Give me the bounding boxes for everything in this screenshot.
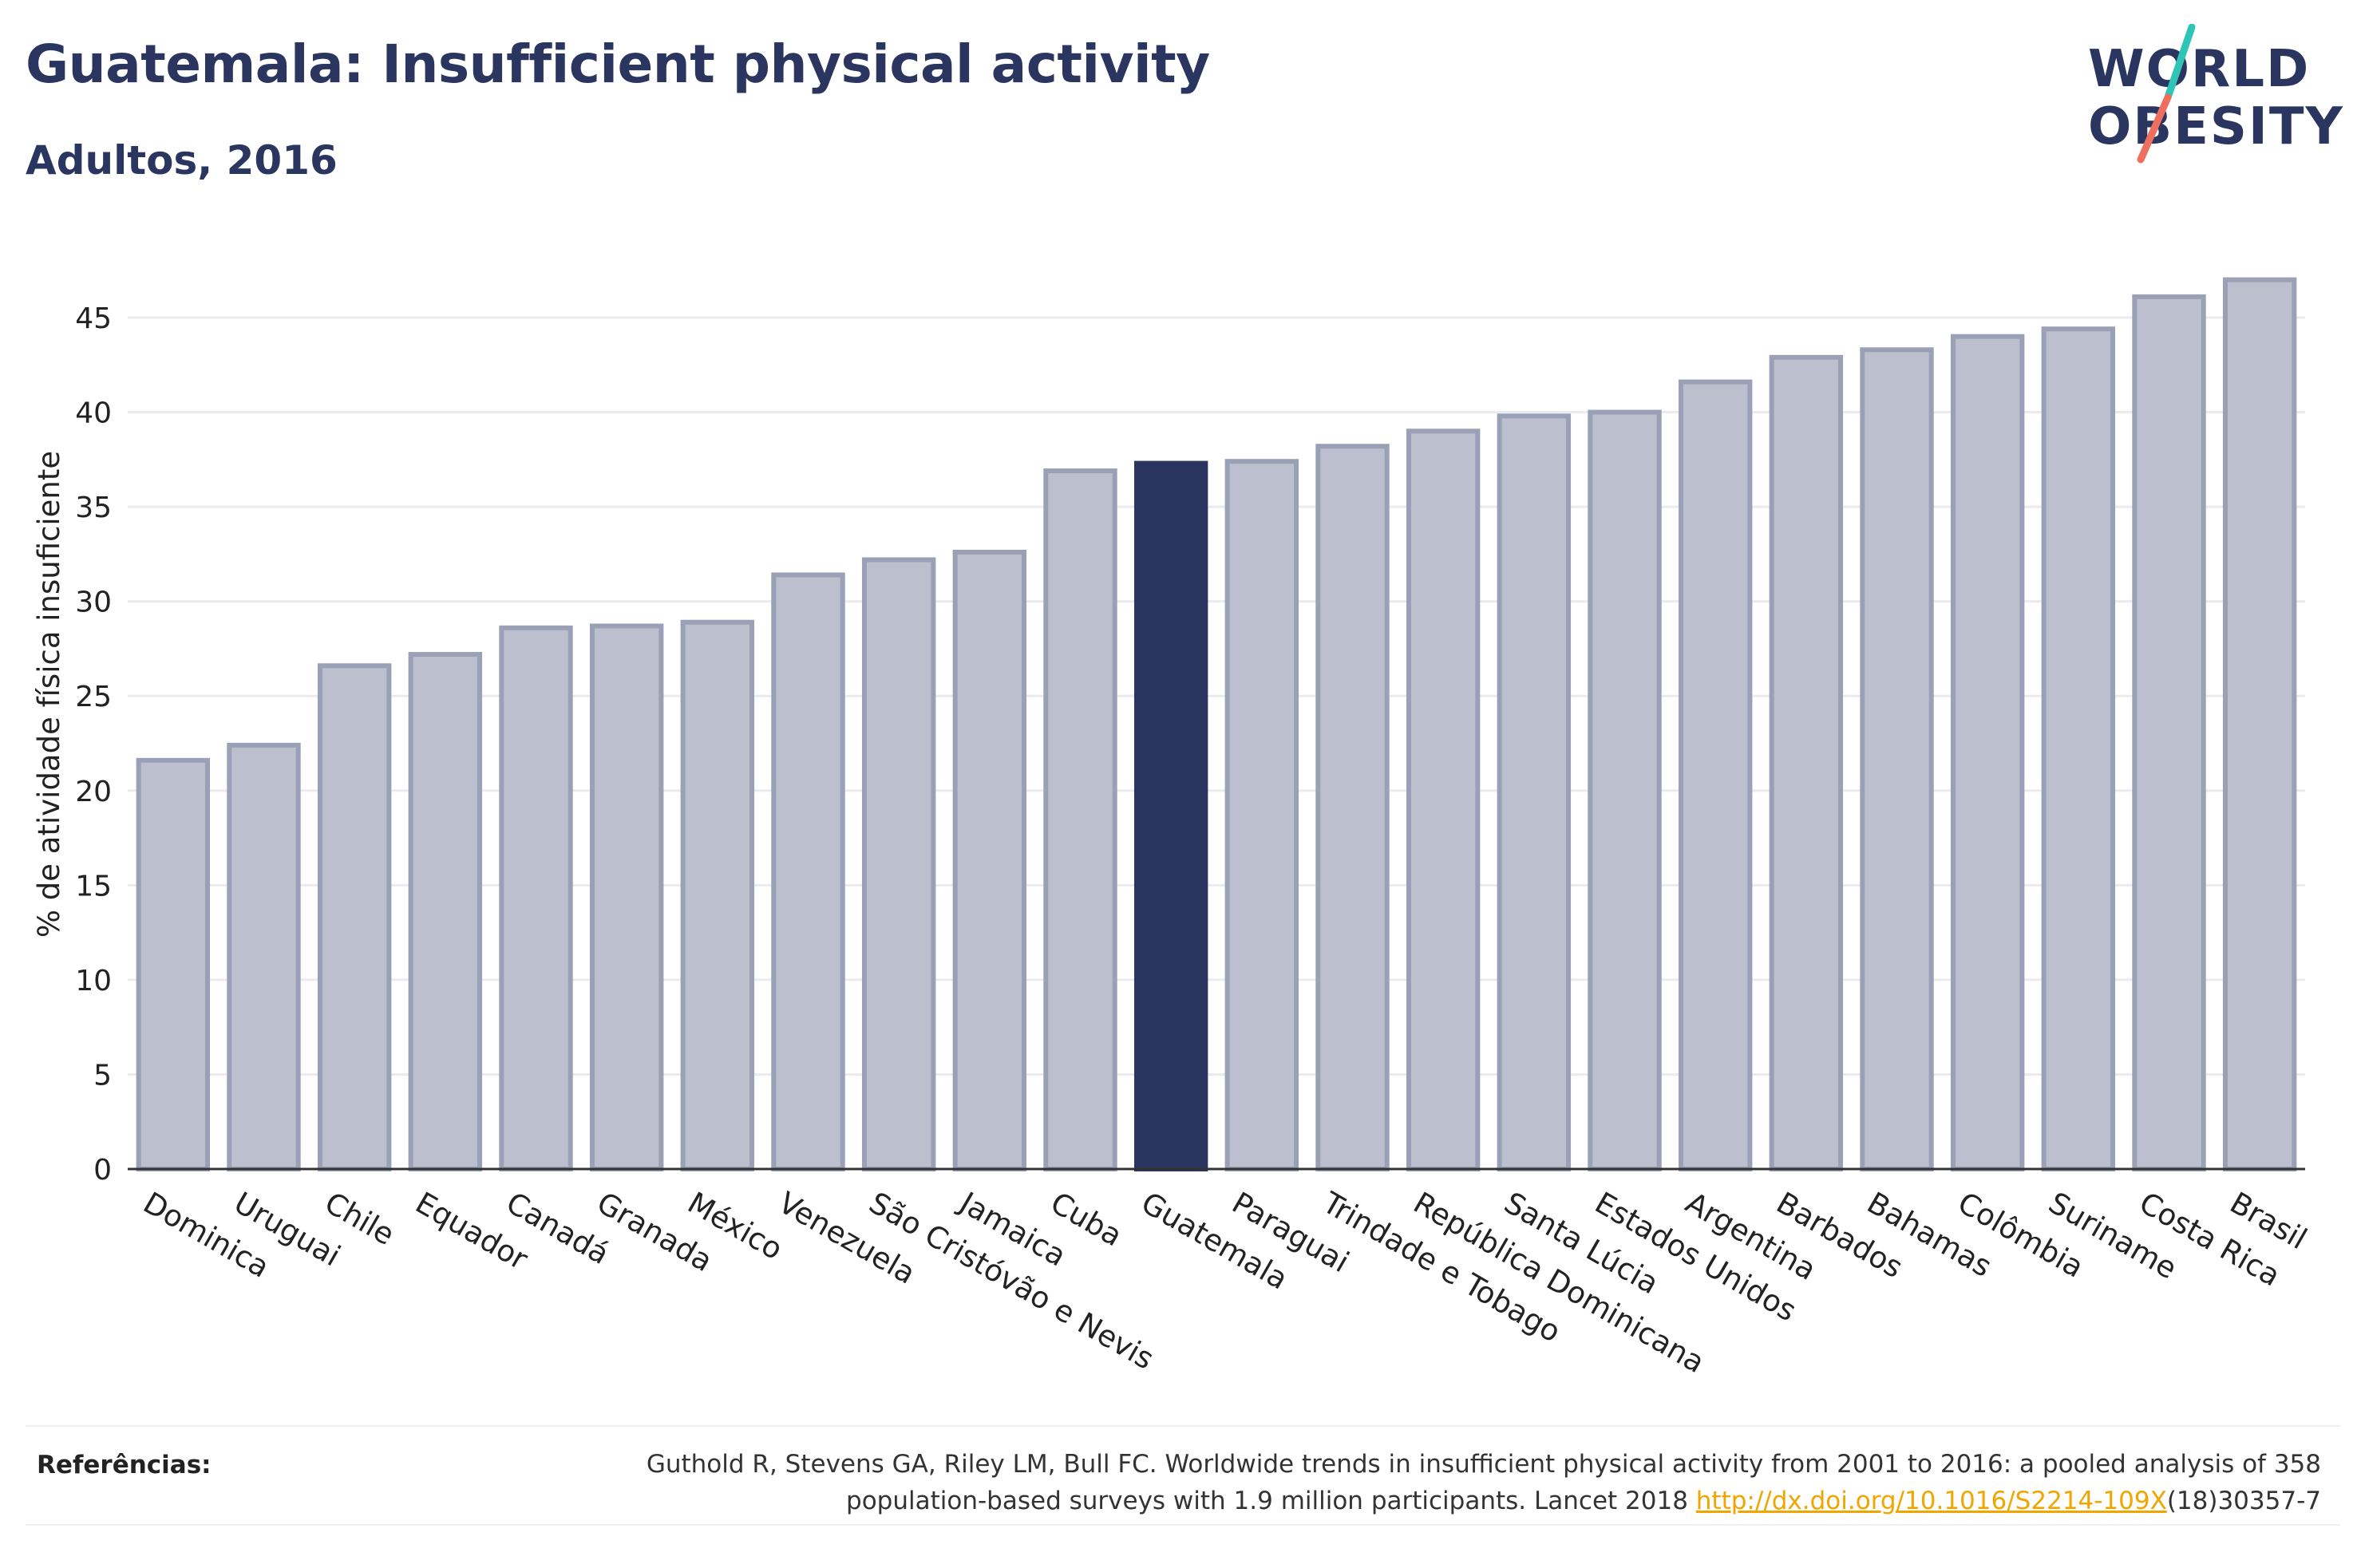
bar (136, 757, 211, 1171)
references-text: Guthold R, Stevens GA, Riley LM, Bull FC… (565, 1446, 2321, 1519)
logo-text-world: WORLD (2088, 40, 2310, 99)
y-tick-label: 35 (75, 492, 112, 524)
bar (680, 619, 755, 1171)
reference-doi-link[interactable]: http://dx.doi.org/10.1016/S2214-109X (1695, 1487, 2167, 1515)
bar (589, 623, 664, 1171)
bar (2222, 277, 2297, 1171)
bar (861, 557, 936, 1171)
bar (1950, 334, 2025, 1171)
bar (952, 550, 1027, 1171)
bar (1224, 459, 1299, 1171)
bar (499, 625, 573, 1171)
footer-divider-bottom (26, 1524, 2340, 1526)
bar (1497, 413, 1572, 1171)
logo-text-obesity: OBESITY (2088, 97, 2344, 156)
bar (2041, 326, 2116, 1171)
bar (1769, 354, 1844, 1171)
y-axis-label: % de atividade física insuficiente (32, 451, 66, 938)
y-tick-label: 15 (75, 870, 112, 902)
page-subtitle: Adultos, 2016 (26, 137, 338, 184)
bar (1315, 444, 1390, 1171)
bar (1678, 379, 1753, 1171)
y-tick-label: 20 (75, 776, 112, 808)
y-tick-label: 40 (75, 397, 112, 430)
bar (317, 663, 392, 1171)
y-tick-label: 30 (75, 587, 112, 619)
reference-citation-end: (18)30357-7 (2166, 1487, 2321, 1515)
bar (408, 652, 483, 1171)
bar (1406, 429, 1481, 1171)
world-obesity-logo: WORLD OBESITY (2088, 24, 2344, 164)
y-tick-label: 5 (93, 1059, 112, 1092)
y-tick-label: 25 (75, 681, 112, 713)
reference-citation: Guthold R, Stevens GA, Riley LM, Bull FC… (646, 1450, 2321, 1515)
bar-highlighted (1133, 460, 1208, 1171)
y-axis-ticks: 0 5 10 15 20 25 30 35 40 45 (75, 302, 112, 1187)
bar (2132, 294, 2206, 1171)
footer-divider-top (26, 1425, 2340, 1427)
references-label: Referências: (37, 1451, 212, 1479)
bar (1043, 468, 1117, 1171)
bar-chart: 0 5 10 15 20 25 30 35 40 45 % de atividade física… (32, 277, 2312, 1380)
bar (771, 572, 845, 1171)
bar (1588, 409, 1662, 1171)
bar (227, 742, 301, 1171)
page-title: Guatemala: Insufficient physical activit… (26, 34, 1210, 95)
y-tick-label: 45 (75, 302, 112, 335)
y-tick-label: 10 (75, 965, 112, 997)
y-tick-label: 0 (93, 1154, 112, 1187)
bar (1860, 347, 1934, 1172)
